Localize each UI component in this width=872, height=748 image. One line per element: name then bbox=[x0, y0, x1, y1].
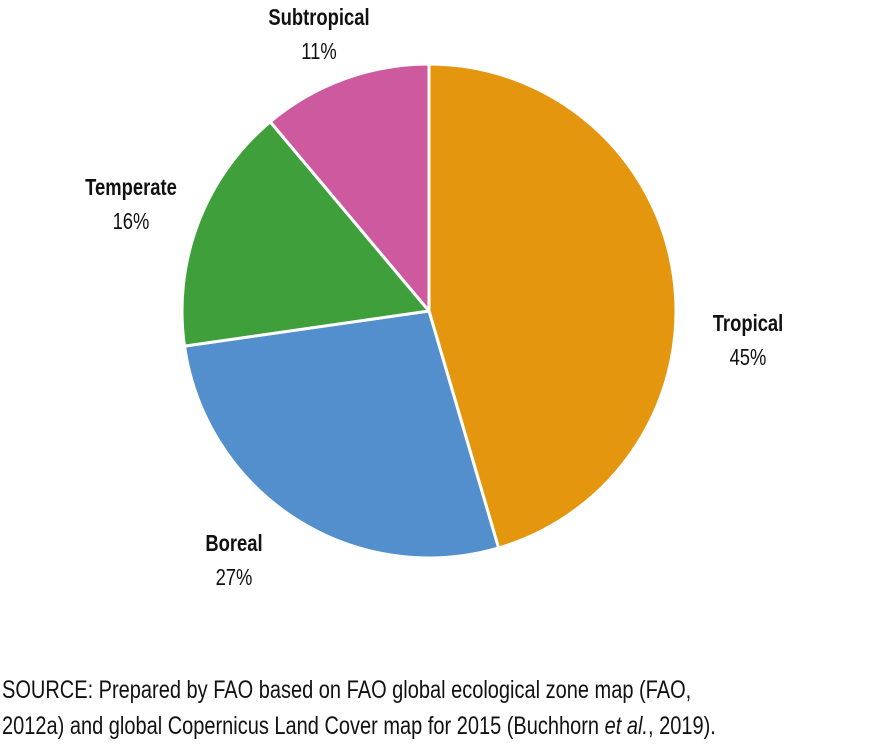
pie-slice-boreal bbox=[183, 309, 501, 560]
label-boreal: Boreal 27% bbox=[114, 526, 354, 594]
source-note: SOURCE: Prepared by FAO based on FAO glo… bbox=[2, 672, 716, 744]
pie-slice-tropical bbox=[427, 62, 678, 550]
slice-label: Boreal bbox=[205, 530, 263, 556]
label-tropical: Tropical 45% bbox=[628, 306, 868, 374]
slice-label: Temperate bbox=[85, 174, 177, 200]
slice-label: Tropical bbox=[712, 310, 784, 336]
source-line-2: 2012a) and global Copernicus Land Cover … bbox=[2, 708, 716, 744]
source-text: 2012a) and global Copernicus Land Cover … bbox=[2, 712, 605, 740]
label-subtropical: Subtropical 11% bbox=[199, 0, 439, 68]
label-temperate: Temperate 16% bbox=[11, 170, 251, 238]
pie-slice-temperate bbox=[180, 120, 431, 348]
slice-value: 27% bbox=[215, 564, 253, 590]
source-italic: et al. bbox=[604, 712, 648, 740]
slice-value: 11% bbox=[301, 38, 337, 64]
slice-value: 45% bbox=[729, 344, 767, 370]
pie-chart bbox=[180, 62, 678, 560]
pie-slice-subtropical bbox=[268, 62, 431, 313]
source-text-end: , 2019). bbox=[647, 712, 716, 740]
source-line-1: SOURCE: Prepared by FAO based on FAO glo… bbox=[2, 676, 692, 704]
slice-label: Subtropical bbox=[268, 4, 370, 30]
slice-value: 16% bbox=[112, 208, 150, 234]
